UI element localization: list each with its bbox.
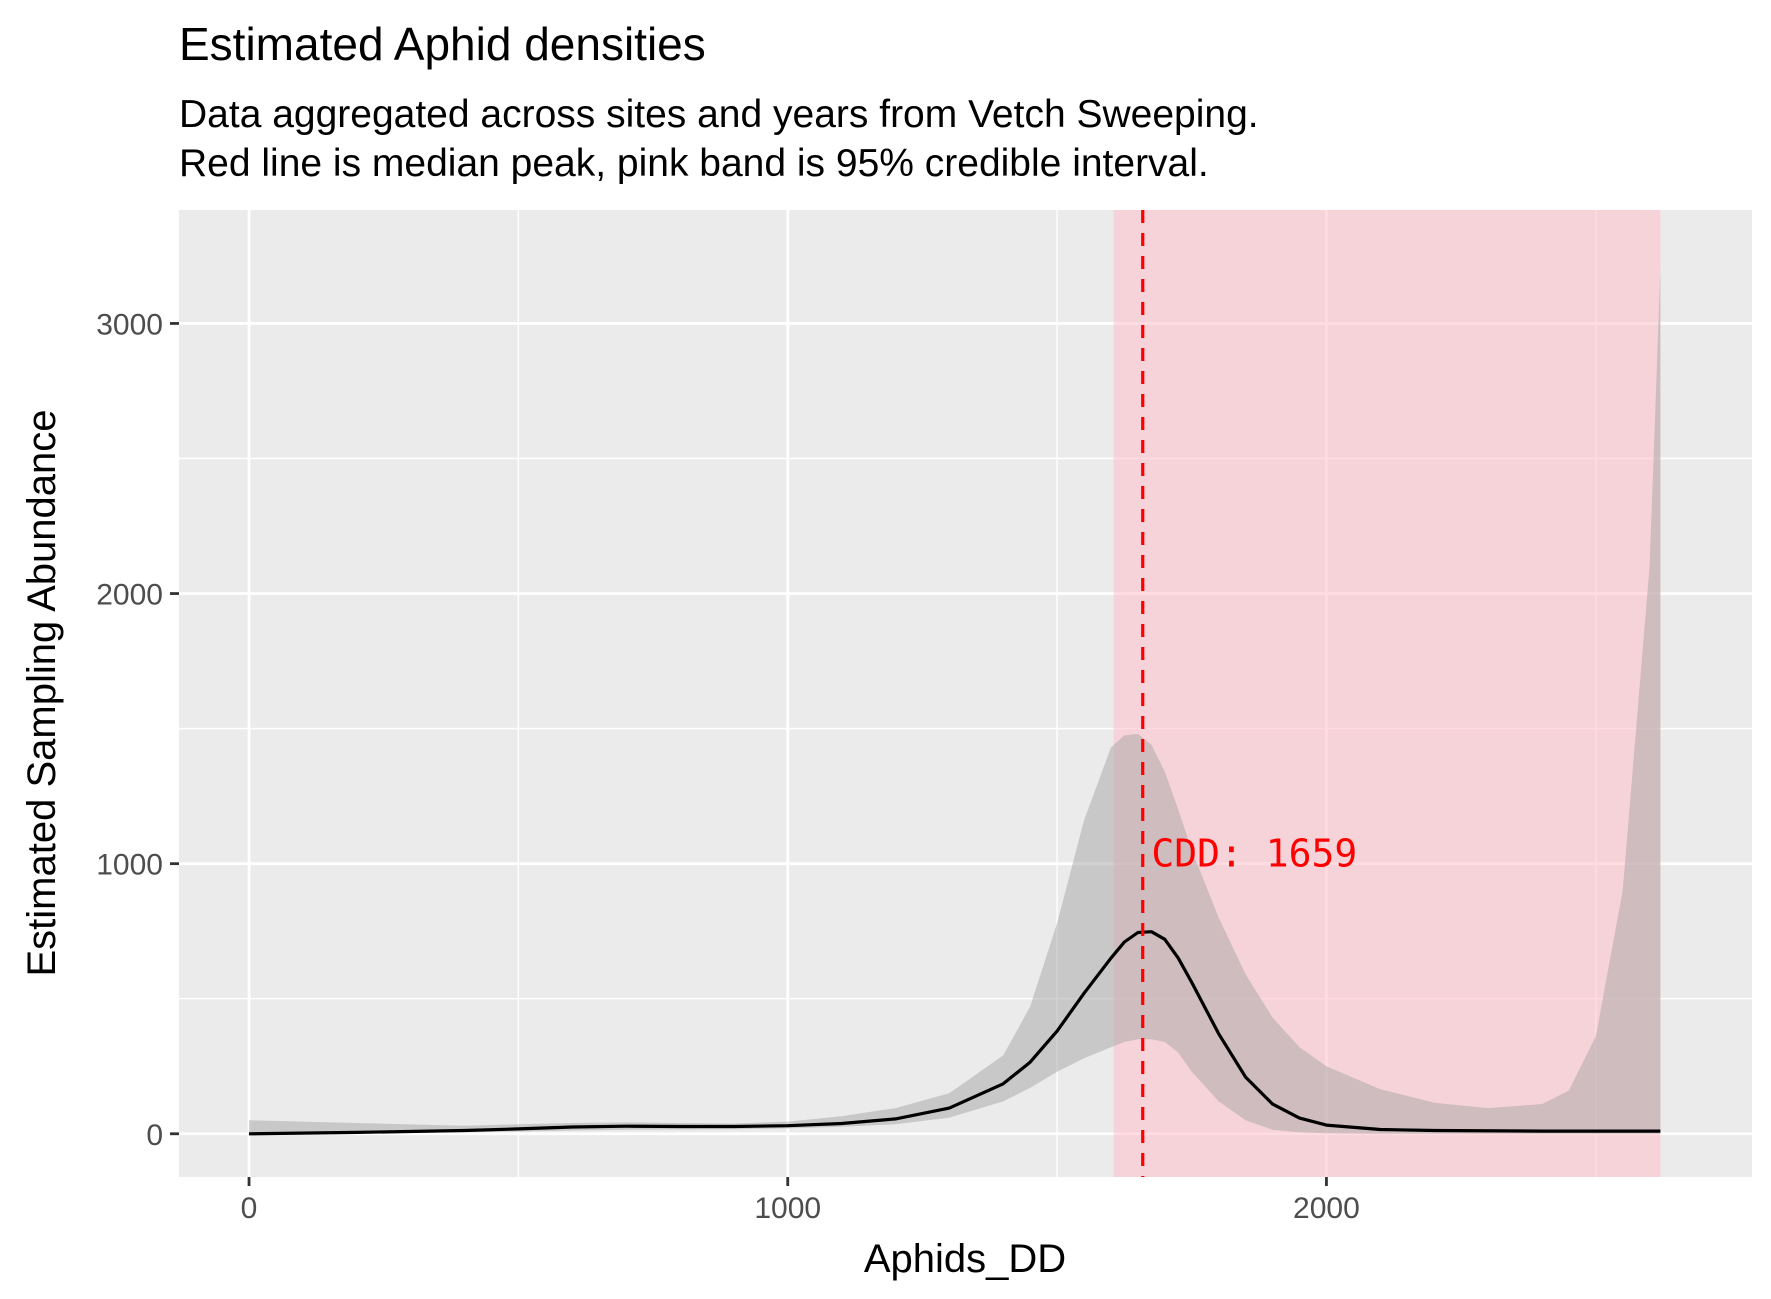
y-axis-title: Estimated Sampling Abundance <box>20 409 64 976</box>
y-tick-label: 0 <box>146 1119 163 1152</box>
chart-subtitle-line-1: Data aggregated across sites and years f… <box>179 93 1259 136</box>
x-axis: 0 1000 2000 <box>241 1177 1360 1225</box>
x-tick-label: 2000 <box>1293 1192 1360 1225</box>
series-line <box>248 930 1661 1136</box>
x-axis-title: Aphids_DD <box>864 1237 1066 1281</box>
y-axis: 0 1000 2000 3000 <box>96 308 179 1152</box>
x-tick-label: 0 <box>241 1192 258 1225</box>
cdd-annotation: CDD: 1659 <box>1151 831 1357 875</box>
y-tick-label: 2000 <box>96 579 163 612</box>
y-tick-label: 3000 <box>96 308 163 341</box>
chart-title: Estimated Aphid densities <box>179 18 706 70</box>
annotation-layer: CDD: 1659 <box>1151 831 1357 875</box>
x-tick-label: 1000 <box>754 1192 821 1225</box>
y-tick-label: 1000 <box>96 849 163 882</box>
chart-subtitle-line-2: Red line is median peak, pink band is 95… <box>179 142 1209 185</box>
abundance-curve <box>248 930 1661 1136</box>
